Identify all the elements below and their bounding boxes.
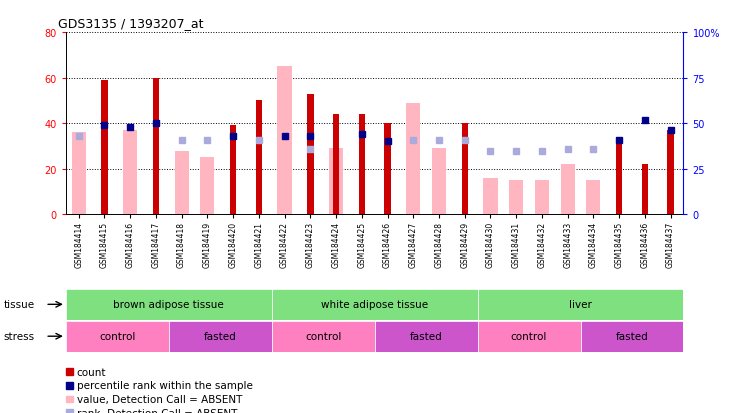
Bar xyxy=(329,149,343,215)
Bar xyxy=(66,289,272,320)
Bar xyxy=(307,95,314,215)
Bar xyxy=(153,78,159,215)
Bar xyxy=(586,181,600,215)
Bar xyxy=(200,158,214,215)
Text: fasted: fasted xyxy=(204,331,237,342)
Text: tissue: tissue xyxy=(4,299,35,310)
Text: fasted: fasted xyxy=(616,331,648,342)
Text: count: count xyxy=(77,367,106,377)
Bar xyxy=(272,289,477,320)
Bar xyxy=(66,321,169,352)
Text: GDS3135 / 1393207_at: GDS3135 / 1393207_at xyxy=(58,17,204,29)
Bar xyxy=(230,126,236,215)
Text: liver: liver xyxy=(569,299,592,310)
Bar xyxy=(432,149,446,215)
Bar xyxy=(535,181,549,215)
Bar xyxy=(642,165,648,215)
Text: rank, Detection Call = ABSENT: rank, Detection Call = ABSENT xyxy=(77,408,237,413)
Text: white adipose tissue: white adipose tissue xyxy=(321,299,428,310)
Bar xyxy=(123,131,137,215)
Bar xyxy=(385,124,391,215)
Text: control: control xyxy=(305,331,341,342)
Bar xyxy=(375,321,477,352)
Text: brown adipose tissue: brown adipose tissue xyxy=(113,299,224,310)
Bar xyxy=(333,115,339,215)
Bar xyxy=(477,321,580,352)
Bar xyxy=(272,321,374,352)
Text: stress: stress xyxy=(4,331,35,342)
Bar xyxy=(358,115,365,215)
Bar xyxy=(483,178,498,215)
Text: control: control xyxy=(511,331,548,342)
Bar xyxy=(406,104,420,215)
Bar xyxy=(101,81,107,215)
Bar xyxy=(616,138,622,215)
Bar xyxy=(667,131,674,215)
Text: percentile rank within the sample: percentile rank within the sample xyxy=(77,380,253,390)
Bar xyxy=(509,181,523,215)
Bar xyxy=(580,321,683,352)
Bar xyxy=(72,133,86,215)
Bar xyxy=(256,101,262,215)
Text: fasted: fasted xyxy=(410,331,442,342)
Bar xyxy=(477,289,683,320)
Bar xyxy=(278,67,292,215)
Bar xyxy=(461,124,468,215)
Bar xyxy=(561,165,575,215)
Bar xyxy=(175,151,189,215)
Text: value, Detection Call = ABSENT: value, Detection Call = ABSENT xyxy=(77,394,242,404)
Bar xyxy=(169,321,272,352)
Text: control: control xyxy=(99,331,135,342)
